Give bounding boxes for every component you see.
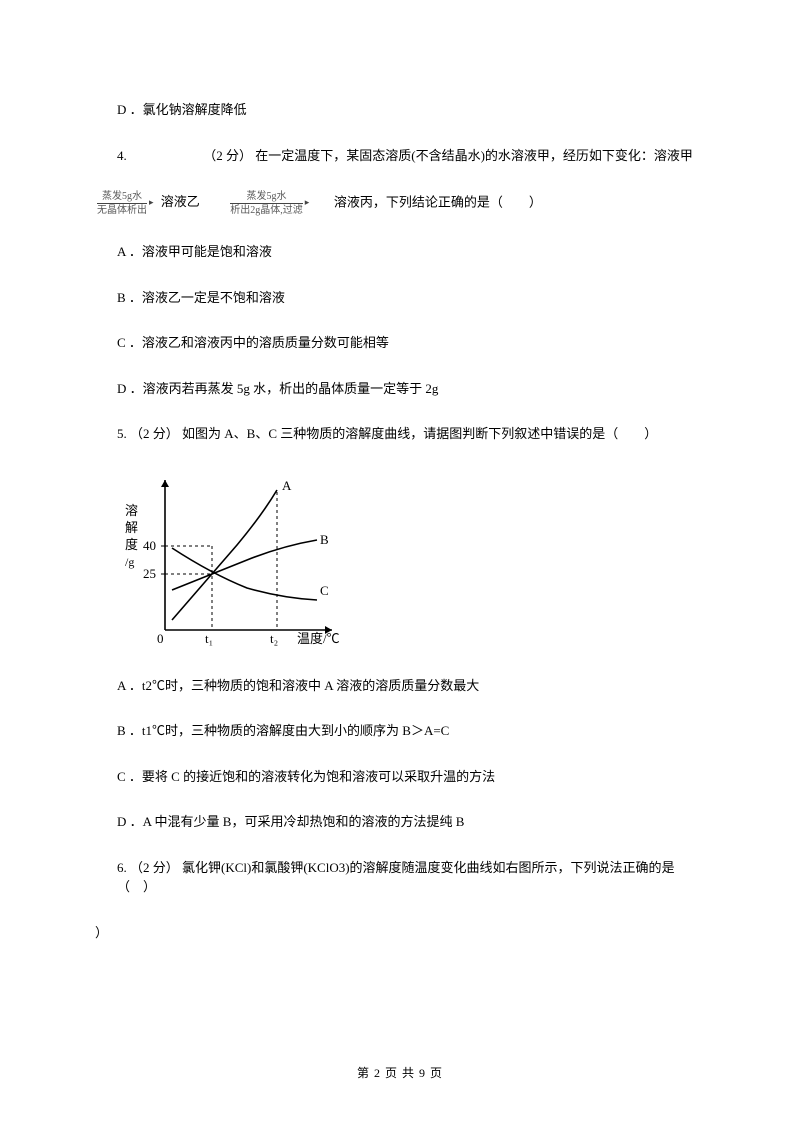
q4-option-b: B ．溶液乙一定是不饱和溶液 — [95, 288, 705, 308]
xlabel: 温度/℃ — [297, 631, 340, 646]
q4-option-c: C ．溶液乙和溶液丙中的溶质质量分数可能相等 — [95, 333, 705, 353]
q4-solution-c-text: 溶液丙，下列结论正确的是（ ） — [334, 194, 542, 209]
arrow2-top: 蒸发5g水 — [230, 191, 303, 204]
arrow1-bottom: 无晶体析出 — [97, 204, 147, 216]
label-a: A — [282, 478, 292, 493]
ylabel-1: 溶 — [125, 503, 138, 518]
q4-number: 4. — [117, 148, 127, 163]
q5-points: （2 分） — [130, 426, 179, 441]
q5-option-b: B ．t1℃时，三种物质的溶解度由大到小的顺序为 B＞A=C — [95, 721, 705, 741]
q4-stem-text1: 在一定温度下，某固态溶质(不含结晶水)的水溶液甲，经历如下变化：溶液甲 — [255, 148, 693, 163]
q5-option-d: D ．A 中混有少量 B，可采用冷却热饱和的溶液的方法提纯 B — [95, 812, 705, 832]
tick-40: 40 — [143, 538, 156, 553]
tick-t1: t₁ — [205, 631, 213, 646]
q6-number: 6. — [117, 860, 127, 875]
q5-number: 5. — [117, 426, 127, 441]
q6-stem-text: 氯化钾(KCl)和氯酸钾(KClO3)的溶解度随温度变化曲线如右图所示，下列说法… — [117, 860, 675, 895]
arrow-head-1: ▸ — [149, 196, 154, 210]
q6-close-paren: ） — [95, 923, 705, 943]
arrow-evaporate-1: 蒸发5g水 无晶体析出 — [95, 191, 149, 216]
q4-stem-line2: 蒸发5g水 无晶体析出 ▸ 溶液乙 蒸发5g水 析出2g晶体,过滤 ▸ 溶液丙，… — [95, 191, 705, 216]
label-b: B — [320, 532, 329, 547]
arrow2-bottom: 析出2g晶体,过滤 — [230, 204, 303, 216]
q4-stem-line1: 4. （2 分） 在一定温度下，某固态溶质(不含结晶水)的水溶液甲，经历如下变化… — [95, 146, 705, 166]
label-c: C — [320, 583, 329, 598]
arrow-head-2: ▸ — [305, 196, 310, 210]
q6-points: （2 分） — [130, 860, 179, 875]
arrow-evaporate-2: 蒸发5g水 析出2g晶体,过滤 — [228, 191, 305, 216]
origin: 0 — [157, 631, 164, 646]
q5-option-a: A ．t2℃时，三种物质的饱和溶液中 A 溶液的溶质质量分数最大 — [95, 676, 705, 696]
ylabel-3: 度 — [125, 537, 138, 552]
q4-solution-b: 溶液乙 — [157, 194, 204, 209]
solubility-chart: 溶 解 度 /g 40 25 A B C 0 t₁ t₂ 温度/℃ — [117, 470, 347, 650]
y-unit: /g — [125, 555, 134, 569]
q5-stem-text: 如图为 A、B、C 三种物质的溶解度曲线，请据图判断下列叙述中错误的是（ ） — [182, 426, 657, 441]
q3-option-d: D ．氯化钠溶解度降低 — [95, 100, 705, 120]
q4-option-a: A ．溶液甲可能是饱和溶液 — [95, 242, 705, 262]
page-footer: 第 2 页 共 9 页 — [0, 1064, 800, 1082]
tick-t2: t₂ — [270, 631, 278, 646]
curve-b — [172, 540, 317, 590]
y-axis-arrow — [161, 480, 169, 487]
q5-stem: 5. （2 分） 如图为 A、B、C 三种物质的溶解度曲线，请据图判断下列叙述中… — [95, 424, 705, 444]
q5-option-c: C ．要将 C 的接近饱和的溶液转化为饱和溶液可以采取升温的方法 — [95, 767, 705, 787]
ylabel-2: 解 — [125, 520, 138, 535]
q6-stem: 6. （2 分） 氯化钾(KCl)和氯酸钾(KClO3)的溶解度随温度变化曲线如… — [95, 858, 705, 897]
curve-c — [172, 548, 317, 600]
q4-points: （2 分） — [203, 148, 252, 163]
tick-25: 25 — [143, 566, 156, 581]
arrow1-top: 蒸发5g水 — [97, 191, 147, 204]
q4-option-d: D ．溶液丙若再蒸发 5g 水，析出的晶体质量一定等于 2g — [95, 379, 705, 399]
